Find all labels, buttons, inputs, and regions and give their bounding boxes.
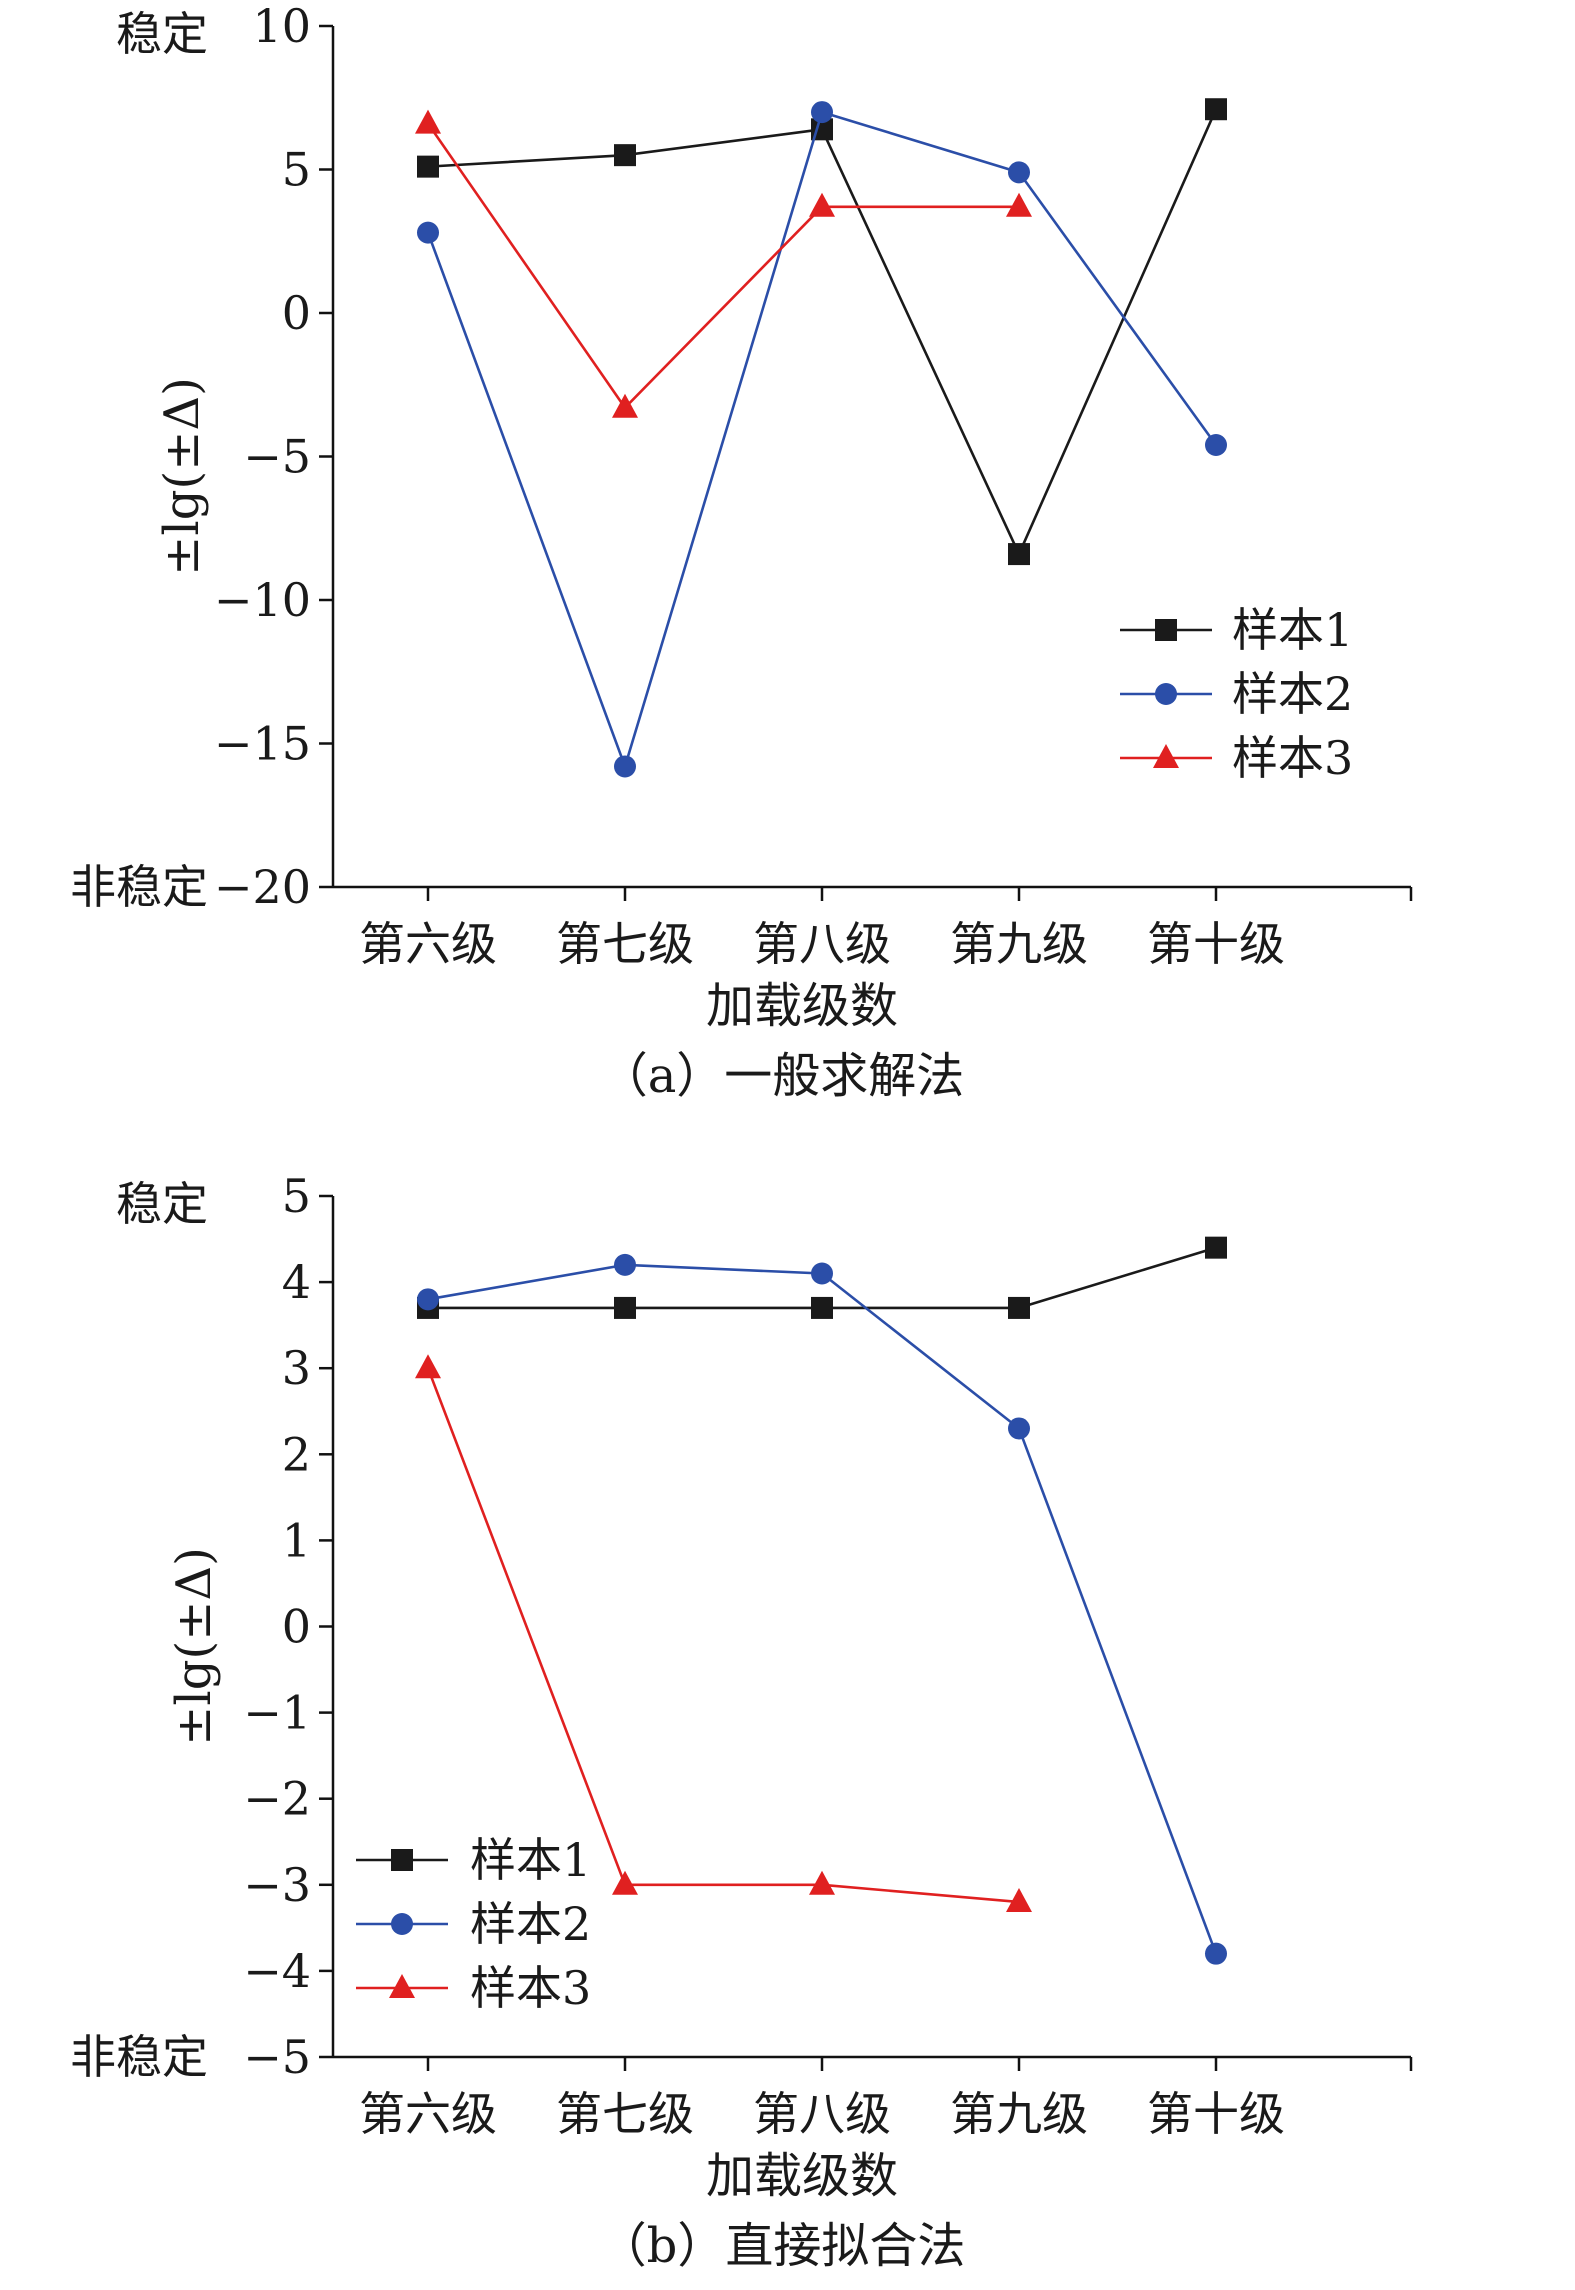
data-point-series-3 bbox=[612, 1870, 638, 1895]
x-tick-label: 第七级 bbox=[556, 917, 694, 971]
x-tick-label: 第七级 bbox=[556, 2087, 694, 2141]
y-tick-label: −3 bbox=[243, 1858, 311, 1912]
y-tick-label: −2 bbox=[243, 1772, 311, 1826]
legend-marker-2 bbox=[1155, 683, 1177, 705]
y-tick-label: 10 bbox=[252, 0, 311, 53]
stability-label-bottom: 非稳定 bbox=[70, 2030, 208, 2084]
data-point-series-2 bbox=[1205, 1942, 1227, 1965]
data-point-series-2 bbox=[811, 1262, 833, 1285]
series-line-3 bbox=[426, 1367, 1020, 1904]
y-tick-label: −10 bbox=[214, 573, 311, 627]
data-point-series-2 bbox=[1205, 434, 1227, 457]
data-point-series-3 bbox=[612, 393, 638, 418]
data-point-series-2 bbox=[417, 221, 439, 244]
legend: 样本1 样本2 样本3 bbox=[1120, 603, 1353, 785]
x-tick-label: 第六级 bbox=[359, 917, 497, 971]
x-tick-label: 第六级 bbox=[359, 2087, 497, 2141]
data-point-series-1 bbox=[1008, 1296, 1030, 1319]
data-point-series-2 bbox=[614, 1253, 636, 1276]
y-tick-label: −5 bbox=[243, 2030, 311, 2084]
data-point-series-1 bbox=[1008, 543, 1030, 566]
y-tick-label: −5 bbox=[243, 430, 311, 484]
data-point-series-3 bbox=[415, 109, 441, 134]
legend-label-3: 样本3 bbox=[1232, 731, 1353, 785]
y-tick-label: 4 bbox=[282, 1255, 311, 1309]
x-tick-label: 第十级 bbox=[1147, 917, 1285, 971]
series-line-3 bbox=[426, 122, 1019, 410]
y-tick-label: 0 bbox=[282, 286, 311, 340]
legend-marker-3 bbox=[389, 1974, 415, 1998]
legend-marker-3 bbox=[1153, 744, 1179, 768]
y-tick-label: 3 bbox=[282, 1341, 311, 1395]
data-point-series-1 bbox=[614, 1296, 636, 1319]
x-tick-label: 第八级 bbox=[753, 917, 891, 971]
x-tick-label: 第九级 bbox=[950, 917, 1088, 971]
y-axis-title: ±lg(±Δ) bbox=[154, 377, 210, 576]
data-point-series-1 bbox=[614, 144, 636, 167]
data-point-series-1 bbox=[417, 155, 439, 178]
x-tick-label: 第九级 bbox=[950, 2087, 1088, 2141]
stability-label-top: 稳定 bbox=[116, 1177, 208, 1231]
data-point-series-2 bbox=[417, 1288, 439, 1311]
data-point-series-2 bbox=[614, 755, 636, 778]
figure-caption: （b）直接拟合法 bbox=[599, 2218, 966, 2274]
data-point-series-1 bbox=[1205, 98, 1227, 121]
y-tick-label: 5 bbox=[282, 143, 311, 197]
data-point-series-3 bbox=[1006, 192, 1032, 217]
legend-label-2: 样本2 bbox=[470, 1897, 591, 1951]
legend-marker-1 bbox=[1155, 619, 1177, 641]
x-tick-label: 第十级 bbox=[1147, 2087, 1285, 2141]
data-point-series-3 bbox=[1006, 1888, 1032, 1913]
stability-label-top: 稳定 bbox=[116, 7, 208, 61]
figure-caption: （a）一般求解法 bbox=[600, 1048, 965, 1104]
y-tick-label: 1 bbox=[282, 1513, 311, 1567]
data-point-series-2 bbox=[1008, 161, 1030, 184]
data-point-series-2 bbox=[811, 101, 833, 124]
series-line-1 bbox=[427, 108, 1218, 556]
x-axis-title: 加载级数 bbox=[706, 2148, 898, 2204]
legend-label-3: 样本3 bbox=[470, 1961, 591, 2015]
x-axis-title: 加载级数 bbox=[706, 978, 898, 1034]
data-point-series-3 bbox=[809, 1870, 835, 1895]
y-tick-label: −15 bbox=[214, 717, 311, 771]
y-tick-label: 0 bbox=[282, 1600, 311, 1654]
y-tick-label: −20 bbox=[214, 860, 311, 914]
data-point-series-3 bbox=[415, 1354, 441, 1379]
legend-marker-2 bbox=[391, 1913, 413, 1935]
legend-label-1: 样本1 bbox=[470, 1833, 591, 1887]
legend-marker-1 bbox=[391, 1849, 413, 1871]
x-tick-label: 第八级 bbox=[753, 2087, 891, 2141]
stability-label-bottom: 非稳定 bbox=[70, 860, 208, 914]
y-axis-title: ±lg(±Δ) bbox=[166, 1547, 222, 1746]
data-point-series-3 bbox=[809, 192, 835, 217]
y-tick-label: 5 bbox=[282, 1169, 311, 1223]
data-point-series-2 bbox=[1008, 1417, 1030, 1440]
y-tick-label: 2 bbox=[282, 1427, 311, 1481]
data-point-series-1 bbox=[811, 1296, 833, 1319]
legend-label-2: 样本2 bbox=[1232, 667, 1353, 721]
legend-label-1: 样本1 bbox=[1232, 603, 1353, 657]
y-tick-label: −1 bbox=[243, 1686, 311, 1740]
y-tick-label: −4 bbox=[243, 1944, 311, 1998]
data-point-series-1 bbox=[1205, 1236, 1227, 1259]
legend: 样本1 样本2 样本3 bbox=[356, 1833, 591, 2015]
